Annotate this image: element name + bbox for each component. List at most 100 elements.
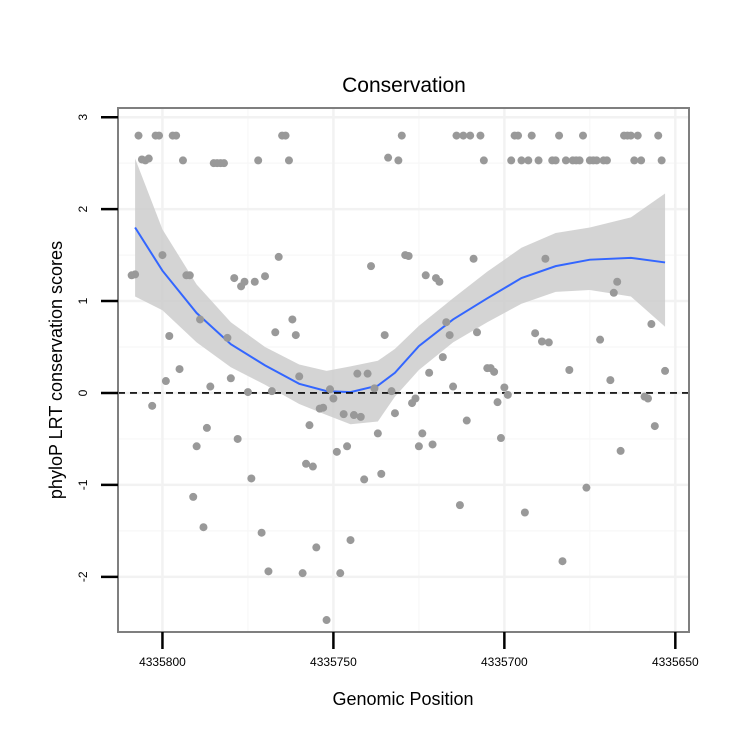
y-tick-label: 1 (76, 297, 90, 304)
data-point (291, 331, 300, 340)
data-point (650, 422, 659, 431)
data-point (261, 272, 270, 281)
data-point (561, 156, 570, 165)
y-tick-label: -2 (76, 571, 90, 582)
data-point (267, 387, 276, 396)
data-point (527, 131, 536, 140)
data-point (537, 337, 546, 346)
data-point (298, 569, 307, 578)
data-point (469, 254, 478, 263)
data-point (254, 156, 263, 165)
data-point (158, 251, 167, 260)
data-point (452, 131, 461, 140)
data-point (332, 447, 341, 456)
data-point (626, 131, 635, 140)
data-point (404, 252, 413, 261)
data-point (616, 446, 625, 455)
y-axis-title: phyloP LRT conservation scores (46, 241, 66, 499)
data-point (192, 442, 201, 451)
data-point (455, 501, 464, 510)
data-point (312, 543, 321, 552)
data-point (308, 462, 317, 471)
data-point (428, 440, 437, 449)
data-point (657, 156, 666, 165)
data-point (172, 131, 181, 140)
x-tick-label: 4335800 (139, 655, 186, 669)
data-point (240, 277, 249, 286)
data-point (144, 154, 153, 163)
data-point (609, 288, 618, 297)
x-axis-title: Genomic Position (332, 689, 473, 709)
y-tick-label: -1 (76, 479, 90, 490)
data-point (633, 131, 642, 140)
data-point (414, 442, 423, 451)
data-point (339, 410, 348, 419)
data-point (175, 365, 184, 374)
data-point (223, 333, 232, 342)
x-tick-label: 4335650 (652, 655, 699, 669)
data-point (329, 394, 338, 403)
data-point (250, 277, 259, 286)
data-point (370, 384, 379, 393)
data-point (661, 366, 670, 375)
data-point (575, 156, 584, 165)
data-point (353, 369, 362, 378)
data-point (555, 131, 564, 140)
confidence-band (135, 158, 666, 425)
y-tick-label: 0 (76, 389, 90, 396)
data-point (148, 401, 157, 410)
data-point (305, 421, 314, 430)
data-point (343, 442, 352, 451)
data-point (438, 353, 447, 362)
data-point (442, 318, 451, 327)
data-point (514, 131, 523, 140)
x-axis: 4335800 4335750 4335700 4335650 (139, 632, 699, 669)
data-point (199, 523, 208, 532)
data-point (360, 475, 369, 484)
data-point (274, 252, 283, 261)
data-point (281, 131, 290, 140)
data-point (421, 271, 430, 280)
x-tick-label: 4335750 (310, 655, 357, 669)
data-point (257, 528, 266, 537)
data-point (165, 331, 174, 340)
data-point (565, 366, 574, 374)
data-point (131, 270, 140, 279)
data-point (247, 474, 256, 483)
x-tick-label: 4335700 (481, 655, 528, 669)
data-point (196, 315, 205, 324)
data-point (643, 394, 652, 403)
panel-border (117, 107, 690, 633)
data-point (435, 277, 444, 286)
data-point (602, 156, 611, 165)
data-point (243, 388, 252, 397)
data-point (418, 429, 427, 438)
data-point (524, 156, 533, 165)
data-point (466, 131, 475, 140)
data-point (449, 382, 458, 391)
confidence-band-layer (135, 158, 666, 425)
data-point (425, 368, 434, 377)
data-point (363, 369, 372, 378)
data-point (202, 423, 211, 432)
data-point (613, 277, 622, 286)
data-point (206, 382, 215, 391)
data-point (284, 156, 293, 165)
data-point (479, 156, 488, 165)
data-point (462, 416, 471, 425)
data-point (544, 338, 553, 347)
data-point (473, 328, 482, 337)
data-point (630, 156, 639, 165)
data-point (134, 131, 143, 140)
data-point (445, 331, 454, 340)
data-point (349, 411, 358, 420)
data-point (606, 376, 615, 385)
data-point (264, 567, 273, 576)
data-point (459, 131, 468, 140)
data-point (336, 569, 345, 578)
data-point (356, 412, 365, 421)
data-point (582, 483, 591, 492)
data-point (325, 385, 334, 394)
data-point (322, 616, 331, 625)
